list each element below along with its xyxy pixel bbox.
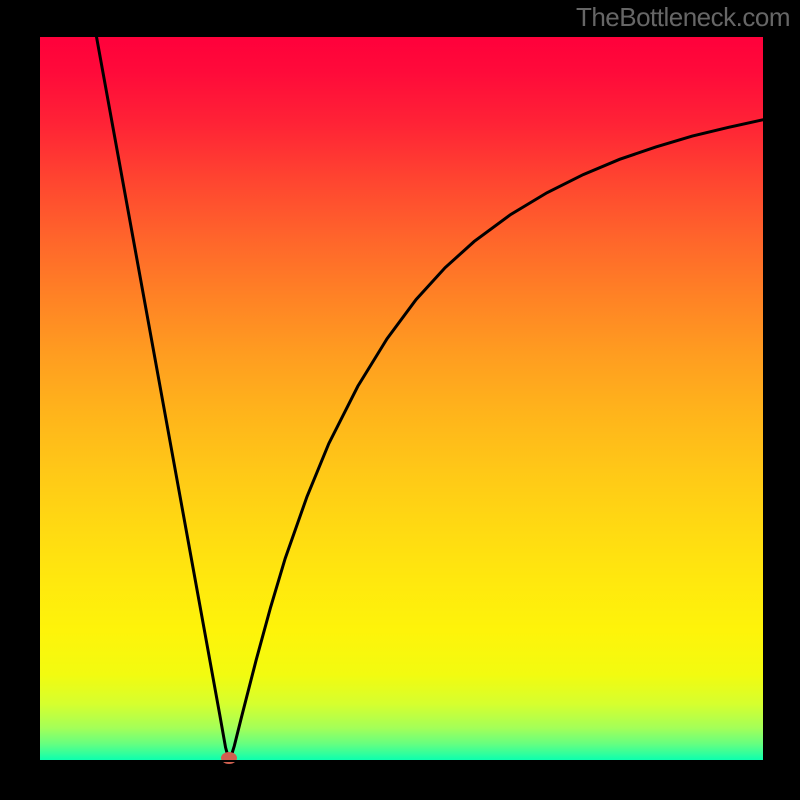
chart-canvas: TheBottleneck.com: [0, 0, 800, 800]
optimal-point-marker: [221, 752, 237, 764]
bottleneck-plot: [38, 35, 765, 762]
gradient-background: [38, 35, 765, 762]
watermark-text: TheBottleneck.com: [576, 2, 790, 33]
